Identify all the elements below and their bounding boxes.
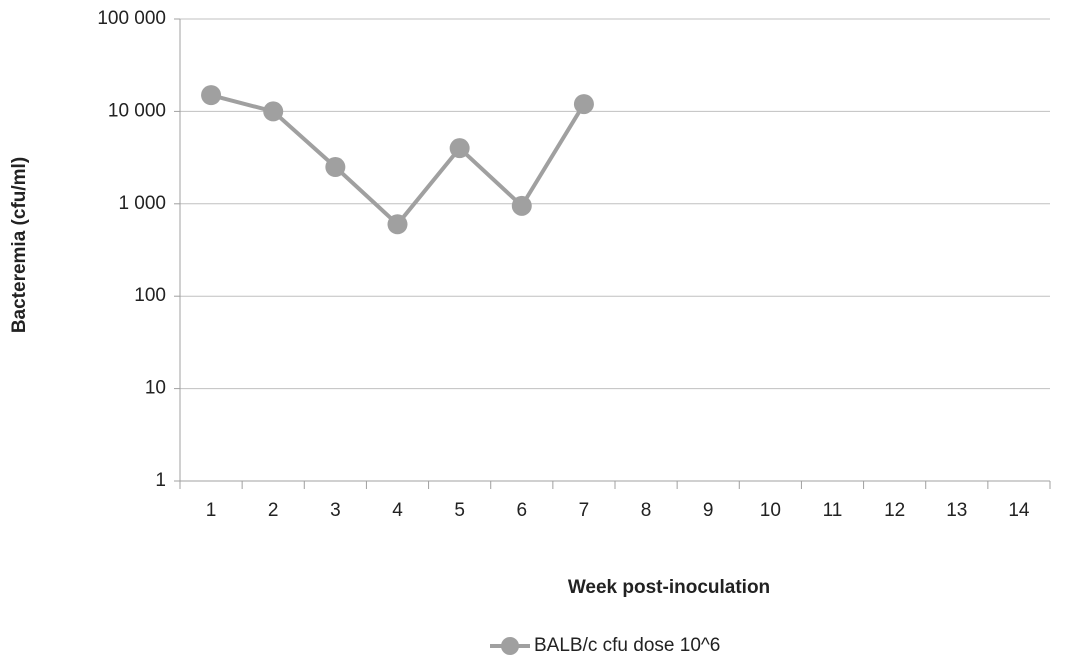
legend-marker	[501, 637, 519, 655]
x-tick-label: 13	[946, 500, 967, 521]
y-tick-label: 10	[145, 378, 166, 399]
x-tick-label: 2	[268, 500, 279, 521]
data-point	[201, 85, 222, 106]
y-tick-label: 100	[134, 285, 166, 306]
data-point	[449, 138, 470, 159]
data-point	[263, 101, 284, 122]
y-tick-label: 100 000	[97, 8, 166, 29]
x-tick-label: 9	[703, 500, 714, 521]
x-tick-label: 11	[823, 500, 843, 521]
data-point	[511, 195, 532, 216]
y-tick-label: 10 000	[108, 100, 166, 121]
x-tick-label: 12	[884, 500, 905, 521]
legend-label: BALB/c cfu dose 10^6	[534, 635, 720, 656]
x-tick-label: 14	[1008, 500, 1030, 521]
x-tick-label: 10	[760, 500, 781, 521]
y-tick-label: 1 000	[118, 193, 166, 214]
x-tick-label: 5	[454, 500, 465, 521]
y-axis-title: Bacteremia (cfu/ml)	[9, 157, 30, 333]
y-tick-label: 1	[155, 470, 166, 491]
data-point	[387, 214, 408, 235]
x-tick-label: 8	[641, 500, 652, 521]
x-tick-label: 4	[392, 500, 403, 521]
x-tick-label: 7	[579, 500, 590, 521]
x-axis-title: Week post-inoculation	[568, 577, 770, 598]
data-point	[325, 157, 346, 178]
data-point	[573, 94, 594, 115]
x-tick-label: 6	[516, 500, 527, 521]
x-tick-label: 3	[330, 500, 341, 521]
x-tick-label: 1	[206, 500, 217, 521]
